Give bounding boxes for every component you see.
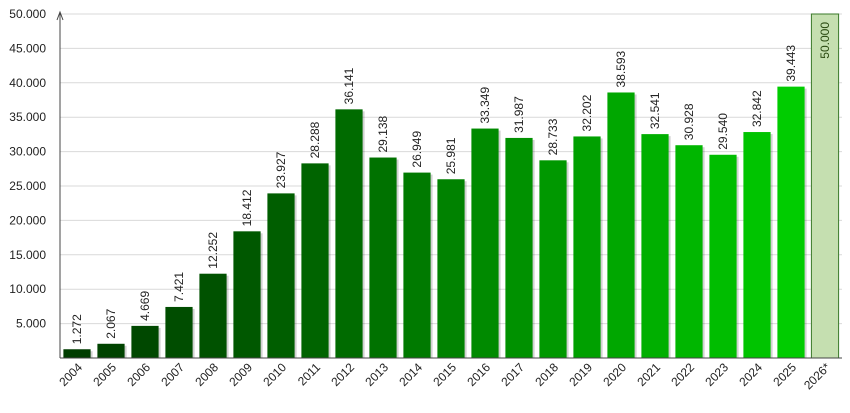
x-tick-label: 2014	[396, 360, 425, 389]
x-tick-label: 2026*	[801, 360, 833, 392]
x-tick-label: 2011	[295, 360, 323, 388]
value-label: 39.443	[784, 45, 798, 82]
value-label: 18.412	[240, 189, 254, 226]
bar-2023	[709, 154, 737, 358]
value-label: 25.981	[444, 137, 458, 174]
y-tick-label: 5.000	[16, 317, 46, 331]
value-label: 28.288	[308, 121, 322, 158]
x-tick-label: 2023	[702, 360, 731, 389]
value-label: 31.987	[512, 96, 526, 133]
value-label: 50.000	[818, 22, 832, 59]
value-label: 4.669	[138, 291, 152, 321]
bar-2020	[607, 92, 635, 358]
value-label: 26.949	[410, 131, 424, 168]
value-label: 1.272	[70, 314, 84, 344]
value-label: 32.202	[580, 94, 594, 131]
bar-2007	[165, 306, 193, 358]
bar-2012	[335, 109, 363, 359]
x-tick-label: 2004	[56, 360, 85, 389]
value-label: 28.733	[546, 118, 560, 155]
bar-2015	[437, 179, 465, 358]
value-label: 12.252	[206, 232, 220, 269]
y-tick-label: 40.000	[9, 76, 46, 90]
value-label: 29.540	[716, 113, 730, 150]
x-tick-label: 2013	[362, 360, 391, 389]
y-tick-label: 10.000	[9, 282, 46, 296]
x-tick-label: 2008	[192, 360, 221, 389]
x-tick-label: 2022	[668, 360, 697, 389]
x-tick-label: 2006	[124, 360, 153, 389]
bars	[63, 13, 840, 359]
x-tick-label: 2010	[260, 360, 289, 389]
bar-2026-projected	[810, 13, 840, 359]
value-label: 7.421	[172, 272, 186, 302]
y-tick-label: 45.000	[9, 41, 46, 55]
value-label: 32.842	[750, 90, 764, 127]
bar-2010	[267, 193, 295, 358]
x-tick-label: 2019	[566, 360, 595, 389]
value-label: 38.593	[614, 50, 628, 87]
y-axis-arrow-icon	[56, 10, 64, 21]
bar-2016	[471, 128, 499, 358]
bar-2022	[675, 145, 703, 358]
x-tick-label: 2012	[328, 360, 357, 389]
y-tick-label: 25.000	[9, 179, 46, 193]
x-tick-label: 2005	[90, 360, 119, 389]
value-label: 30.928	[682, 103, 696, 140]
x-tick-label: 2016	[464, 360, 493, 389]
value-label: 33.349	[478, 87, 492, 124]
x-tick-label: 2018	[532, 360, 561, 389]
bar-2013	[369, 157, 397, 358]
bar-2019	[573, 136, 601, 358]
bar-2024	[743, 132, 771, 358]
bar-2004	[63, 349, 91, 358]
x-tick-label: 2025	[770, 360, 799, 389]
value-label: 2.067	[104, 308, 118, 338]
bar-2006	[131, 325, 159, 358]
bar-2021	[641, 134, 669, 358]
axes	[56, 10, 842, 359]
bar-2025	[777, 86, 805, 359]
x-tick-label: 2021	[634, 360, 663, 389]
bar-2005	[97, 343, 125, 358]
value-label: 36.141	[342, 67, 356, 104]
bar-2018	[539, 160, 567, 358]
value-label: 32.541	[648, 92, 662, 129]
x-tick-label: 2024	[736, 360, 765, 389]
x-tick-label: 2009	[226, 360, 255, 389]
y-tick-label: 15.000	[9, 248, 46, 262]
bar-2014	[403, 172, 431, 358]
value-label: 29.138	[376, 116, 390, 153]
x-tick-label: 2007	[158, 360, 187, 389]
x-tick-label: 2015	[430, 360, 459, 389]
bar-2008	[199, 273, 227, 358]
y-tick-label: 30.000	[9, 145, 46, 159]
bar-2017	[505, 137, 533, 358]
bar-2011	[301, 163, 329, 358]
value-label: 23.927	[274, 151, 288, 188]
x-tick-label: 2020	[600, 360, 629, 389]
bar-2009	[233, 231, 261, 358]
y-tick-label: 20.000	[9, 213, 46, 227]
x-tick-label: 2017	[498, 360, 527, 389]
y-tick-label: 50.000	[9, 7, 46, 21]
y-tick-label: 35.000	[9, 110, 46, 124]
